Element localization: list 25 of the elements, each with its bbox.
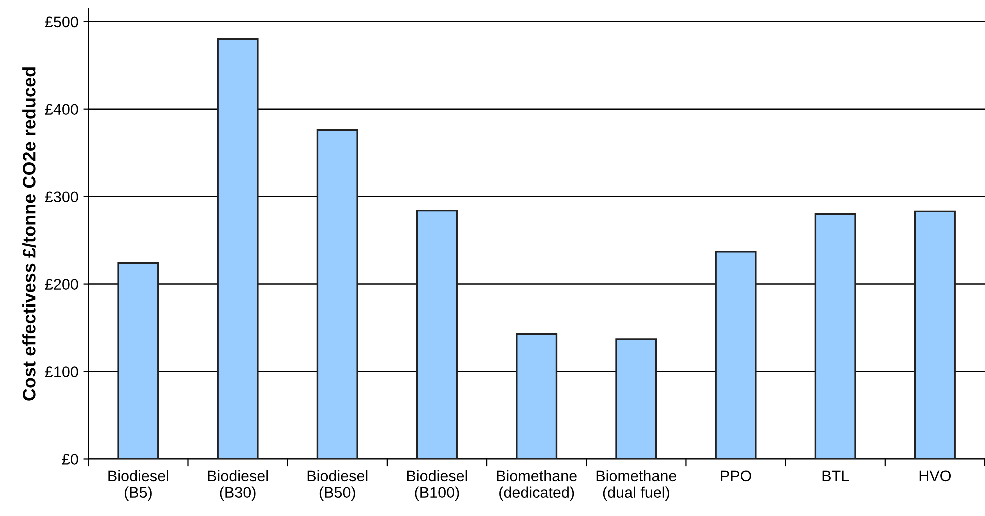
y-tick-label: £500 [45, 16, 78, 28]
x-tick-label: BTL [822, 470, 850, 482]
bar [516, 333, 558, 460]
x-tick-label: Biodiesel (B100) [407, 470, 468, 502]
bar [914, 210, 956, 460]
bar [118, 262, 160, 460]
bar [416, 210, 458, 460]
bar [316, 130, 358, 460]
y-tick-label: £200 [45, 279, 78, 290]
bar [616, 338, 658, 460]
y-axis-title: Cost effectivess £/tonne CO2e reduced [22, 68, 36, 401]
y-tick-label: £400 [45, 104, 78, 116]
x-tick-label: Biodiesel (B50) [308, 470, 368, 502]
bar [217, 38, 259, 460]
x-tick-label: PPO [721, 470, 752, 482]
y-tick-label: £300 [45, 192, 78, 203]
y-tick-label: £100 [45, 366, 78, 378]
bar [814, 213, 856, 460]
x-tick-label: HVO [920, 470, 952, 482]
x-tick-label: Biomethane (dedicated) [497, 470, 577, 502]
bar [715, 251, 757, 460]
y-tick-label: £0 [62, 454, 78, 465]
x-tick-label: Biomethane (dual fuel) [596, 470, 677, 502]
x-tick-label: Biodiesel (B30) [208, 470, 268, 502]
x-tick-label: Biodiesel (B5) [108, 470, 168, 502]
